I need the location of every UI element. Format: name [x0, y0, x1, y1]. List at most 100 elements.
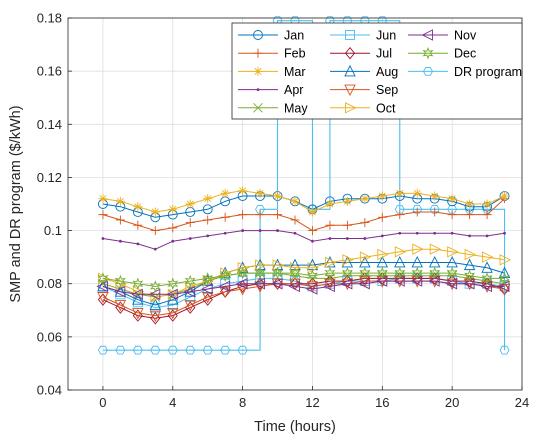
data-point	[433, 231, 437, 235]
data-point	[167, 277, 179, 291]
data-point	[202, 345, 213, 355]
legend-item-oct: Oct	[330, 101, 396, 115]
data-point	[482, 251, 494, 263]
data-point	[394, 204, 405, 214]
data-point	[376, 266, 388, 280]
data-point	[185, 199, 195, 209]
data-point	[98, 194, 108, 204]
legend-item-aug: Aug	[330, 64, 398, 79]
x-tick-label: 24	[515, 395, 529, 410]
data-point	[255, 204, 266, 214]
legend-swatch-marker	[422, 67, 434, 76]
legend-item-dec: Dec	[408, 47, 476, 61]
data-point	[340, 277, 353, 290]
data-point	[97, 345, 108, 355]
legend-box	[231, 22, 523, 120]
data-point	[97, 279, 109, 292]
data-point	[482, 199, 492, 209]
legend-swatch-marker	[256, 88, 260, 91]
data-point	[115, 196, 125, 206]
data-point	[359, 276, 371, 288]
data-point	[375, 275, 388, 287]
data-point	[360, 218, 370, 228]
data-point	[447, 194, 457, 204]
data-point	[201, 283, 213, 295]
data-point	[324, 266, 336, 280]
data-point	[359, 266, 371, 280]
x-axis-label: Time (hours)	[254, 419, 336, 435]
data-point	[255, 188, 265, 198]
legend-item-may: May	[238, 101, 308, 115]
data-point	[185, 301, 196, 314]
data-point	[115, 345, 126, 355]
data-point	[345, 237, 349, 240]
data-point	[499, 254, 512, 266]
data-point	[342, 196, 352, 206]
data-point	[97, 292, 109, 304]
legend-item-jan: Jan	[238, 29, 304, 43]
data-point	[131, 288, 143, 301]
data-point	[311, 239, 314, 243]
data-point	[150, 312, 161, 325]
data-point	[202, 272, 214, 285]
data-point	[412, 243, 424, 255]
plot-area	[96, 16, 512, 355]
data-point	[273, 191, 283, 201]
data-point	[395, 188, 405, 198]
series-dr-program	[97, 16, 510, 355]
data-point	[167, 345, 178, 355]
legend-item-mar: Mar	[238, 65, 306, 79]
data-point	[149, 298, 162, 310]
legend-label: Apr	[284, 83, 303, 97]
legend-item-jul: Jul	[330, 47, 392, 61]
legend-label: Mar	[284, 65, 306, 79]
legend-item-jun: Jun	[330, 29, 396, 43]
y-tick-label: 0.06	[37, 329, 62, 344]
data-point	[238, 186, 248, 196]
legend-label: Nov	[454, 29, 477, 43]
data-point	[468, 234, 472, 238]
data-point	[377, 212, 387, 222]
legend-item-nov: Nov	[408, 29, 477, 43]
data-point	[241, 229, 245, 232]
series-line	[102, 230, 505, 250]
legend-label: DR program	[454, 65, 522, 79]
data-point	[206, 234, 210, 238]
data-point	[203, 194, 213, 204]
data-point	[290, 196, 300, 206]
data-point	[289, 266, 301, 280]
data-point	[113, 285, 126, 298]
legend-swatch-marker	[421, 29, 433, 41]
y-tick-label: 0.18	[37, 11, 62, 26]
legend-label: Aug	[376, 65, 398, 79]
data-point	[183, 285, 196, 298]
x-tick-label: 8	[239, 395, 246, 410]
data-point	[115, 215, 125, 225]
data-point	[171, 239, 175, 243]
data-point	[271, 277, 283, 290]
data-point	[377, 248, 389, 261]
data-point	[149, 280, 161, 293]
data-point	[380, 234, 384, 238]
data-point	[480, 280, 493, 293]
y-tick-label: 0.1	[44, 223, 62, 238]
data-point	[500, 191, 510, 201]
data-point	[288, 280, 300, 293]
data-point	[132, 293, 144, 305]
data-point	[219, 269, 231, 283]
data-point	[168, 223, 178, 233]
data-point	[498, 266, 511, 279]
legend-swatch-marker	[253, 66, 263, 76]
legend-item-apr: Apr	[238, 83, 303, 97]
y-tick-label: 0.14	[37, 117, 62, 132]
data-point	[97, 293, 109, 306]
data-point	[394, 246, 407, 258]
data-point	[97, 272, 109, 285]
data-point	[430, 207, 440, 217]
data-point	[272, 259, 285, 271]
data-point	[411, 266, 423, 280]
legend-item-dr-program: DR program	[408, 65, 522, 79]
legend-swatch-marker	[253, 48, 263, 58]
data-point	[465, 199, 475, 209]
data-point	[342, 254, 354, 266]
